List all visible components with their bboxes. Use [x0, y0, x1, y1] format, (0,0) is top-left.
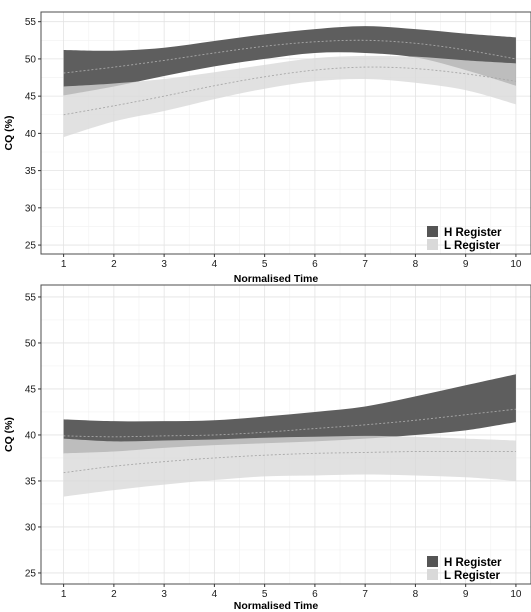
- ribbon-l-register: [63, 435, 516, 497]
- ribbon-h-register: [63, 26, 516, 96]
- x-tick-label: 6: [312, 259, 318, 270]
- x-tick-label: 9: [463, 259, 469, 270]
- legend-key-l-register: [427, 569, 438, 580]
- x-tick-label: 2: [111, 259, 117, 270]
- y-tick-label: 25: [25, 568, 37, 579]
- legend-label-l-register: L Register: [444, 570, 501, 582]
- x-tick-label: 3: [161, 589, 167, 600]
- x-tick-label: 10: [510, 259, 522, 270]
- y-axis-title: CQ (%): [3, 116, 15, 151]
- x-tick-label: 8: [413, 259, 419, 270]
- y-tick-label: 35: [25, 476, 37, 487]
- mean-line-h-register: [63, 408, 516, 438]
- legend-label-h-register: H Register: [444, 557, 502, 569]
- ribbon-l-register: [63, 55, 516, 138]
- mean-line-h-register: [63, 39, 516, 74]
- x-tick-label: 2: [111, 589, 117, 600]
- y-tick-label: 45: [25, 384, 37, 395]
- ribbon-h-register: [63, 374, 516, 454]
- y-tick-label: 35: [25, 166, 37, 177]
- y-tick-label: 40: [25, 129, 37, 140]
- y-tick-label: 55: [25, 17, 37, 28]
- y-tick-label: 30: [25, 203, 37, 214]
- x-tick-label: 4: [212, 259, 218, 270]
- y-axis-title: CQ (%): [3, 417, 15, 452]
- y-tick-label: 25: [25, 241, 37, 252]
- x-tick-label: 4: [212, 589, 218, 600]
- x-tick-label: 3: [161, 259, 167, 270]
- legend-key-h-register: [427, 226, 438, 237]
- x-tick-label: 7: [362, 259, 368, 270]
- legend-key-l-register: [427, 239, 438, 250]
- x-tick-label: 7: [362, 589, 368, 600]
- x-axis-title: Normalised Time: [234, 273, 319, 285]
- y-tick-label: 30: [25, 522, 37, 533]
- y-tick-label: 40: [25, 430, 37, 441]
- y-tick-label: 50: [25, 338, 37, 349]
- y-tick-label: 55: [25, 292, 37, 303]
- y-tick-label: 45: [25, 92, 37, 103]
- x-tick-label: 1: [61, 589, 67, 600]
- x-tick-label: 5: [262, 589, 268, 600]
- legend-label-l-register: L Register: [444, 240, 501, 252]
- y-tick-label: 50: [25, 54, 37, 65]
- legend-key-h-register: [427, 556, 438, 567]
- x-tick-label: 8: [413, 589, 419, 600]
- x-axis-title: Normalised Time: [234, 600, 319, 612]
- x-tick-label: 1: [61, 259, 67, 270]
- mean-line-l-register: [63, 451, 516, 474]
- x-tick-label: 6: [312, 589, 318, 600]
- legend-label-h-register: H Register: [444, 227, 502, 239]
- mean-line-l-register: [63, 66, 516, 116]
- x-tick-label: 10: [510, 589, 522, 600]
- x-tick-label: 9: [463, 589, 469, 600]
- x-tick-label: 5: [262, 259, 268, 270]
